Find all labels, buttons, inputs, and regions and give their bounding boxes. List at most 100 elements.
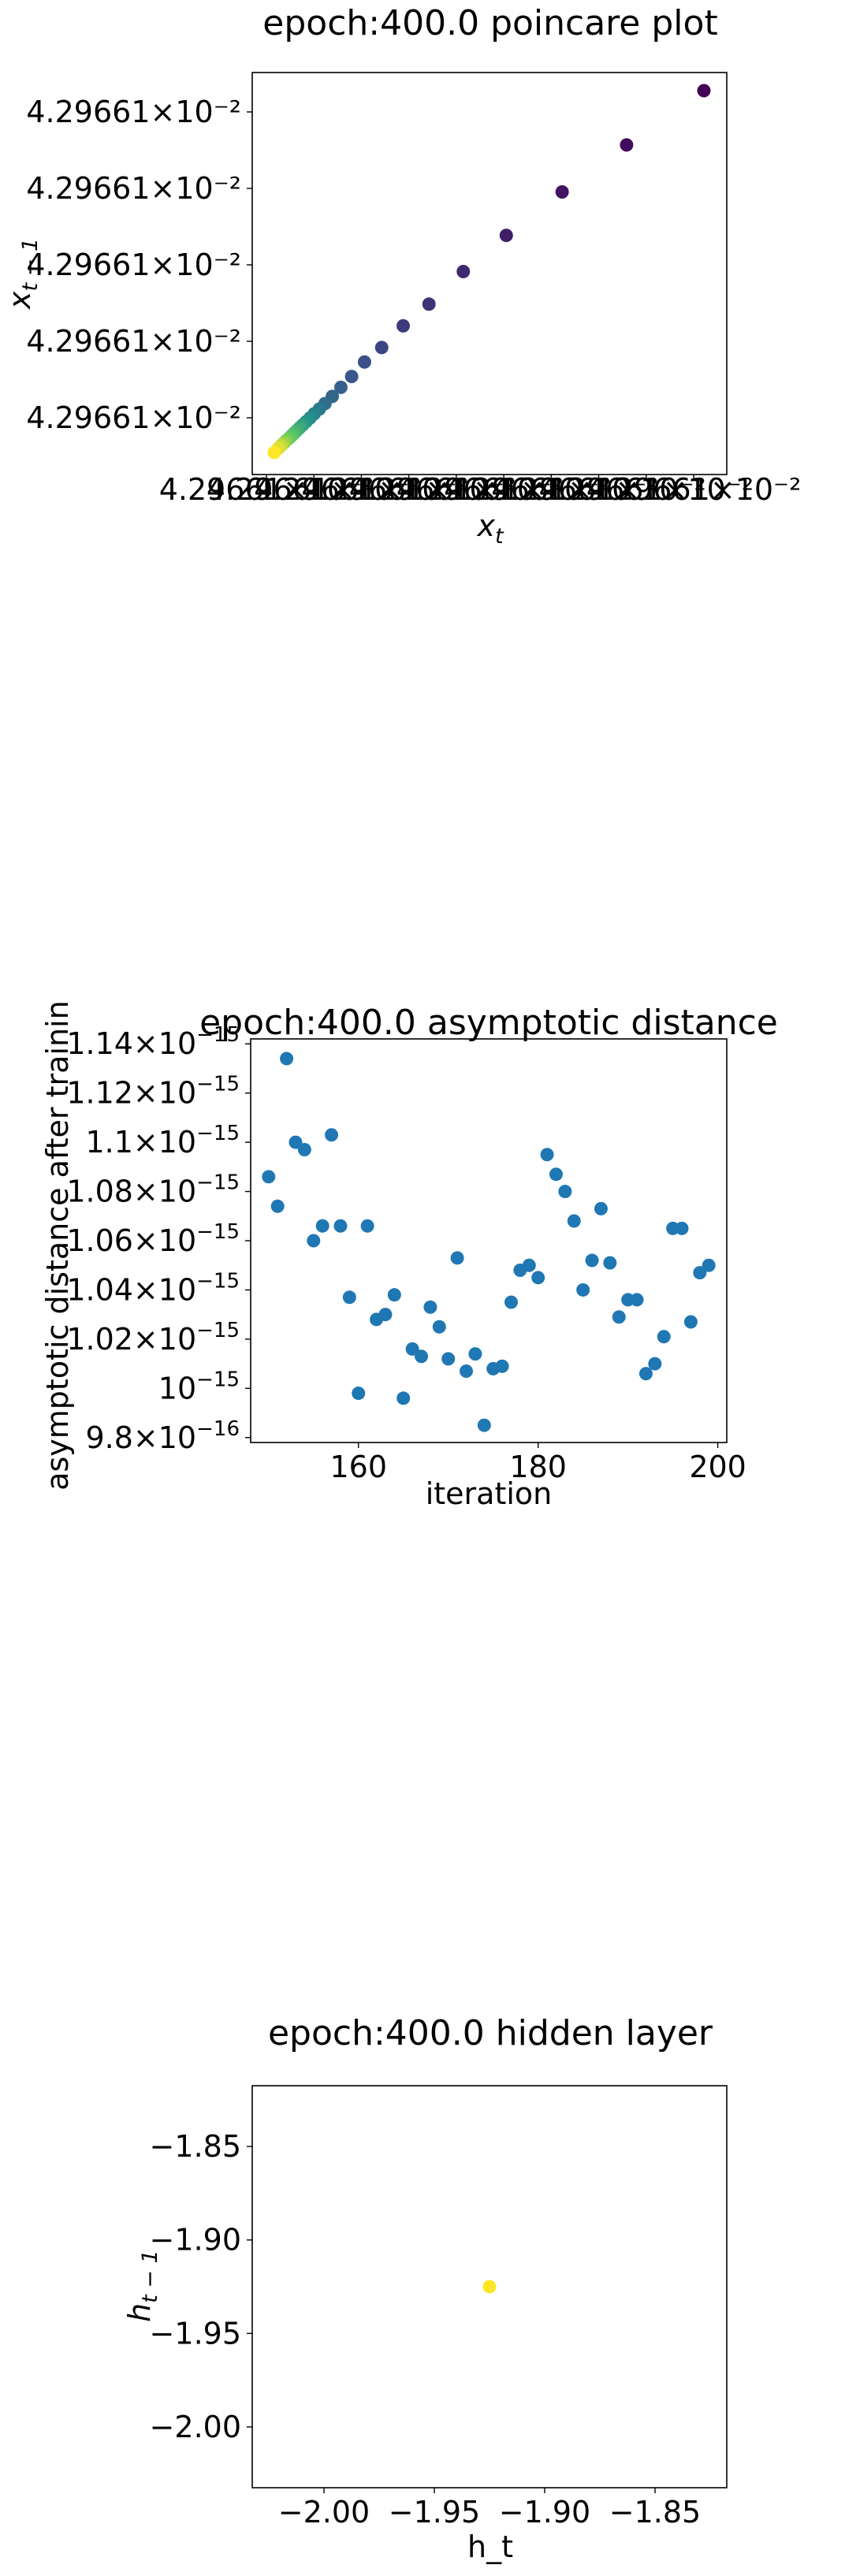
x-tick-label: 160 [329, 1450, 387, 1484]
data-point [405, 1342, 419, 1356]
data-point [344, 370, 359, 384]
x-tick-label: 4.29661×10⁻² [396, 472, 612, 507]
data-point [522, 1258, 536, 1272]
y-tick-label: −1.85 [150, 2129, 241, 2164]
data-point [683, 1315, 698, 1329]
data-point [396, 318, 410, 333]
hidden-layer-title: epoch:400.0 hidden layer [268, 2013, 713, 2053]
data-point [460, 1364, 474, 1378]
data-point [612, 1310, 626, 1324]
y-tick-label: 4.29661×10⁻² [26, 95, 241, 129]
y-tick-label: 4.29661×10⁻² [26, 171, 241, 206]
data-point [504, 1295, 518, 1309]
x-tick-label: −2.00 [278, 2495, 370, 2529]
x-tick-label: 4.29661×10⁻² [349, 472, 564, 507]
data-point [262, 1170, 276, 1184]
data-point [549, 1167, 563, 1182]
data-point [315, 1219, 329, 1233]
data-point [422, 297, 436, 311]
x-tick-label: 4.29661×10⁻² [301, 472, 516, 507]
x-tick-label: 4.29661×10⁻² [254, 472, 469, 507]
data-point [567, 1214, 581, 1228]
data-point [342, 1290, 356, 1305]
data-point [482, 2280, 497, 2294]
data-point [603, 1256, 617, 1270]
data-point [477, 1418, 491, 1432]
asymptotic-x-ticks: 160 180 200 [329, 1442, 746, 1484]
hidden-layer-points [482, 2280, 497, 2294]
data-point [378, 1308, 393, 1322]
data-point [558, 1185, 572, 1199]
x-tick-label: −1.85 [609, 2495, 701, 2529]
poincare-x-ticks: 4.29661×10⁻²4.29661×10⁻²4.29661×10⁻²4.29… [159, 472, 802, 507]
hidden-layer-y-label: ht − 1 [122, 2250, 162, 2322]
x-tick-label: −1.95 [389, 2495, 480, 2529]
data-point [702, 1258, 716, 1272]
data-point [531, 1271, 545, 1285]
data-point [693, 1266, 707, 1280]
asymptotic-plot-area [250, 1038, 728, 1443]
poincare-points [267, 84, 711, 460]
asymptotic-title: epoch:400.0 asymptotic distance [199, 1003, 778, 1043]
data-point [456, 265, 471, 278]
data-point [288, 1135, 303, 1149]
y-tick-label: −2.00 [150, 2410, 241, 2444]
data-point [675, 1221, 689, 1235]
data-point [396, 1391, 411, 1405]
data-point [555, 185, 569, 199]
data-point [450, 1251, 464, 1265]
y-tick-label: 1.08×10−15 [66, 1171, 240, 1209]
y-tick-label: 9.8×10−16 [85, 1417, 240, 1455]
poincare-plot-area [251, 72, 728, 475]
x-tick-label: −1.90 [499, 2495, 590, 2529]
data-point [280, 1052, 294, 1066]
y-tick-label: 1.04×10−15 [66, 1269, 240, 1307]
x-tick-label: 4.29661×10⁻² [159, 472, 374, 507]
data-point [594, 1201, 608, 1215]
data-point [657, 1330, 671, 1344]
x-tick-label: 4.29661×10⁻² [586, 472, 802, 507]
y-tick-label: 1.14×10−15 [66, 1023, 240, 1061]
data-point [638, 1367, 653, 1381]
data-point [352, 1387, 366, 1401]
y-tick-label: −1.95 [150, 2316, 241, 2351]
data-point [495, 1359, 509, 1373]
x-tick-label: 4.29661×10⁻² [207, 472, 422, 507]
hidden-layer-x-ticks: −2.00 −1.95 −1.90 −1.85 [278, 2488, 701, 2529]
asymptotic-x-label: iteration [426, 1476, 553, 1511]
poincare-y-label: xt − 1 [2, 238, 43, 310]
data-point [585, 1253, 599, 1268]
x-tick-label: 200 [689, 1450, 746, 1484]
data-point [576, 1282, 590, 1297]
data-point [267, 445, 281, 460]
data-point [648, 1357, 662, 1371]
hidden-layer-y-ticks: −2.00 −1.95 −1.90 −1.85 [150, 2129, 252, 2444]
y-tick-label: 10−15 [158, 1368, 240, 1405]
asymptotic-distance-chart: epoch:400.0 asymptotic distance 160 180 20… [40, 1000, 778, 1511]
data-point [432, 1320, 446, 1334]
data-point [387, 1288, 401, 1302]
x-tick-label: 4.29661×10⁻² [491, 472, 706, 507]
data-point [360, 1219, 374, 1233]
y-tick-label: −1.90 [150, 2223, 241, 2258]
data-point [441, 1352, 456, 1366]
poincare-y-ticks: 4.29661×10⁻² 4.29661×10⁻² 4.29661×10⁻² 4.29… [26, 95, 252, 435]
poincare-chart: epoch:400.0 poincare plot 4.29661×10⁻²4.… [2, 3, 802, 549]
data-point [540, 1148, 554, 1162]
data-point [297, 1142, 311, 1156]
data-point [374, 341, 389, 355]
data-point [325, 1128, 339, 1142]
asymptotic-y-ticks: 9.8×10−16 10−15 1.02×10−15 1.04×10−15 1.06×1… [66, 1023, 251, 1455]
data-point [333, 380, 348, 394]
data-point [307, 1234, 321, 1248]
x-tick-label: 4.29661×10⁻² [444, 472, 659, 507]
x-tick-label: 4.29661×10⁻² [538, 472, 754, 507]
hidden-layer-plot-area [251, 2085, 728, 2489]
data-point [630, 1293, 644, 1307]
y-tick-label: 1.06×10−15 [66, 1220, 240, 1258]
hidden-layer-x-label: h_t [467, 2529, 513, 2564]
y-tick-label: 4.29661×10⁻² [26, 248, 241, 282]
data-point [468, 1347, 482, 1361]
data-point [415, 1349, 429, 1364]
y-tick-label: 4.29661×10⁻² [26, 324, 241, 359]
